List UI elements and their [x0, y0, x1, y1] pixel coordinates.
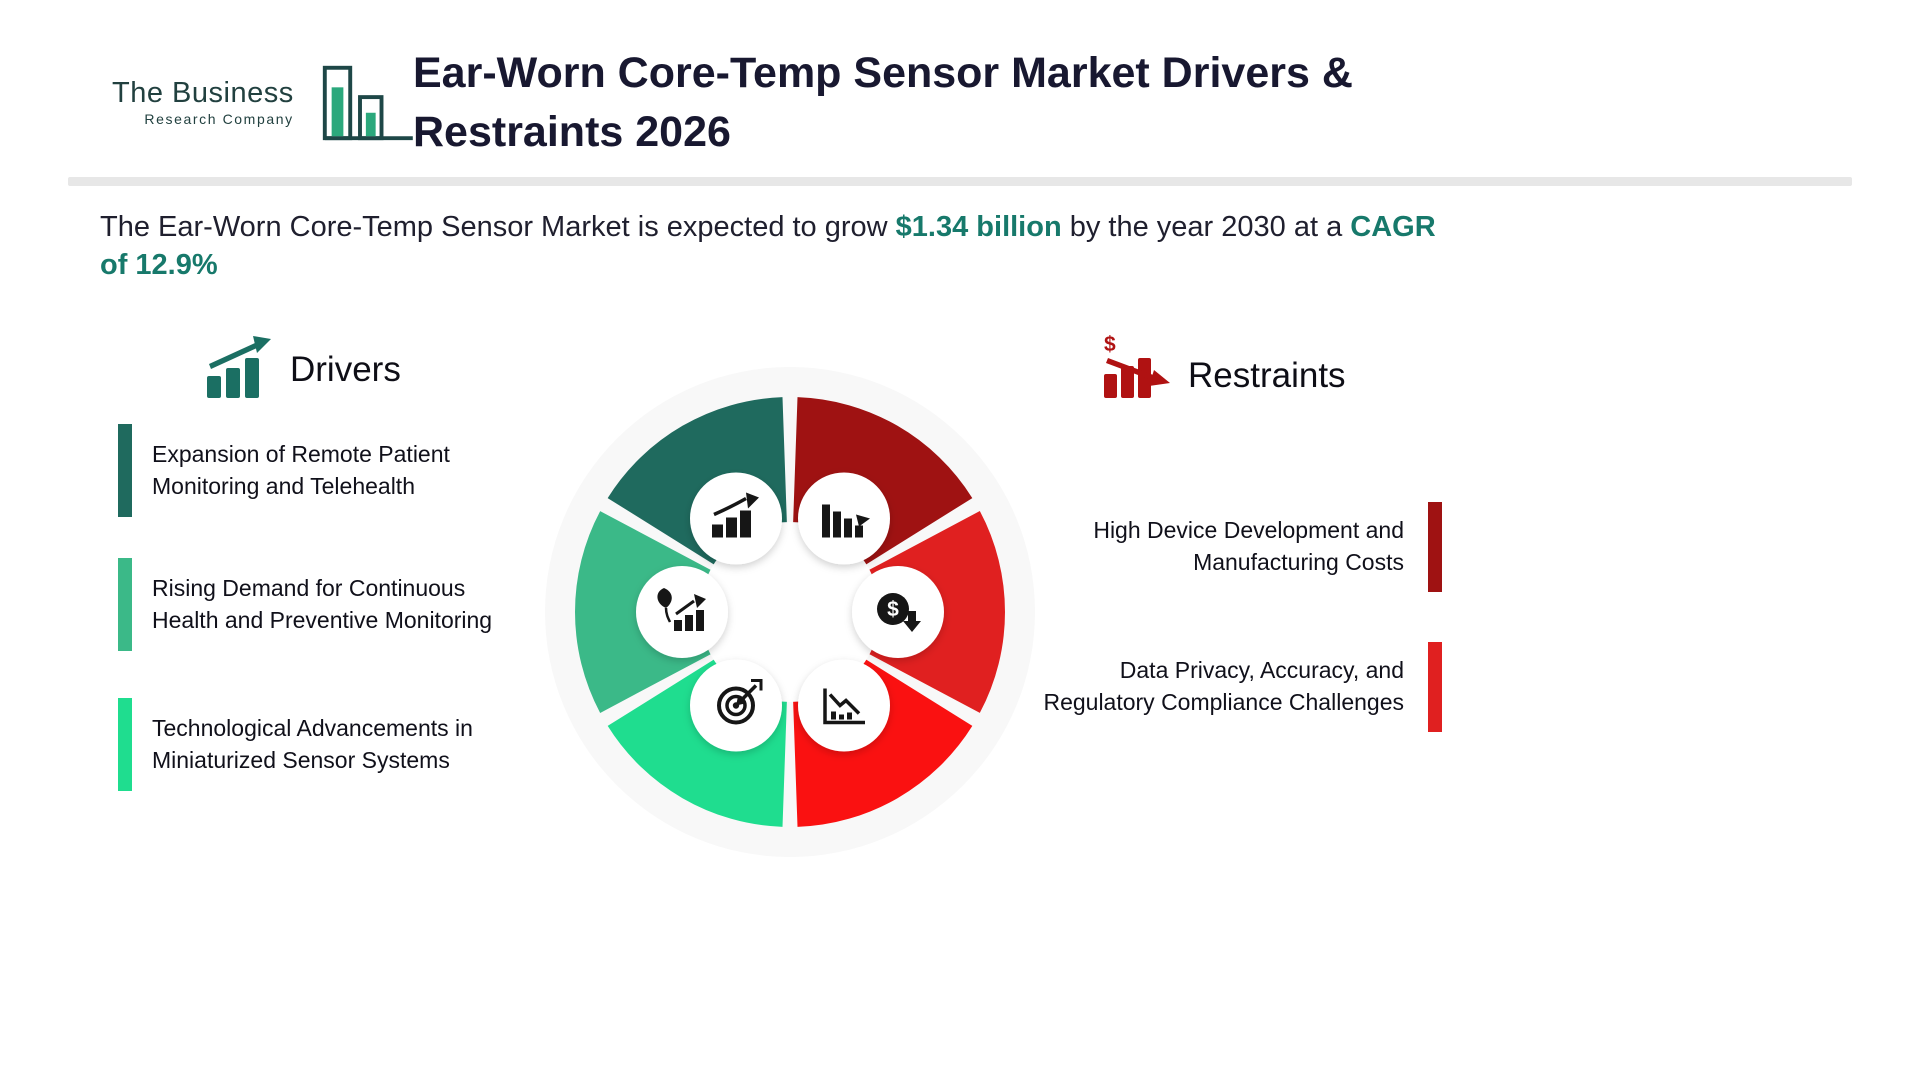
- driver-accent-bar: [118, 698, 132, 791]
- restraints-heading: Restraints: [1188, 356, 1346, 395]
- driver-accent-bar: [118, 424, 132, 517]
- drivers-restraints-wheel: $: [545, 367, 1035, 857]
- declining-bar-chart-icon: [798, 472, 890, 565]
- drivers-heading: Drivers: [290, 350, 401, 389]
- svg-text:$: $: [1104, 334, 1116, 356]
- summary-text-mid: by the year 2030 at a: [1061, 211, 1351, 243]
- driver-item-miniaturized-sensors: Technological Advancements in Miniaturiz…: [118, 698, 530, 791]
- driver-accent-bar: [118, 558, 132, 651]
- restraint-text: High Device Development and Manufacturin…: [1093, 517, 1404, 575]
- driver-text: Technological Advancements in Miniaturiz…: [152, 714, 473, 773]
- restraints-decline-icon: $: [1104, 334, 1170, 398]
- market-value-highlight: $1.34 billion: [895, 211, 1062, 243]
- market-summary: The Ear-Worn Core-Temp Sensor Market is …: [100, 208, 1468, 285]
- driver-text: Expansion of Remote Patient Monitoring a…: [152, 440, 450, 499]
- page-title: Ear-Worn Core-Temp Sensor Market Drivers…: [413, 49, 1353, 157]
- driver-item-remote-monitoring: Expansion of Remote Patient Monitoring a…: [118, 424, 530, 517]
- restraint-accent-bar: [1428, 502, 1442, 592]
- summary-text-pre: The Ear-Worn Core-Temp Sensor Market is …: [100, 211, 896, 243]
- restraint-accent-bar: [1428, 642, 1442, 732]
- wheel-center: [700, 522, 880, 702]
- brand-bar-chart-icon: [322, 65, 413, 141]
- restraint-text: Data Privacy, Accuracy, and Regulatory C…: [1043, 657, 1404, 715]
- cagr-highlight: CAGR of 12.9%: [100, 211, 1436, 282]
- driver-item-continuous-monitoring: Rising Demand for Continuous Health and …: [118, 558, 530, 651]
- dollar-decrease-icon: $: [852, 566, 944, 658]
- declining-line-graph-icon: [798, 659, 890, 752]
- svg-text:$: $: [887, 598, 899, 621]
- brand-logo: The Business Research Company: [112, 58, 416, 146]
- brand-subname: Research Company: [144, 111, 294, 127]
- target-icon: [690, 659, 782, 752]
- organic-growth-icon: [636, 566, 728, 658]
- driver-text: Rising Demand for Continuous Health and …: [152, 574, 493, 633]
- restraint-item-privacy-compliance: Data Privacy, Accuracy, and Regulatory C…: [1008, 642, 1442, 732]
- brand-text: The Business Research Company: [112, 77, 294, 127]
- brand-name: The Business: [112, 77, 294, 109]
- growth-chart-icon: [690, 472, 782, 565]
- restraint-item-development-costs: High Device Development and Manufacturin…: [1008, 502, 1442, 592]
- header-divider: [68, 177, 1852, 186]
- drivers-growth-icon: [207, 336, 271, 398]
